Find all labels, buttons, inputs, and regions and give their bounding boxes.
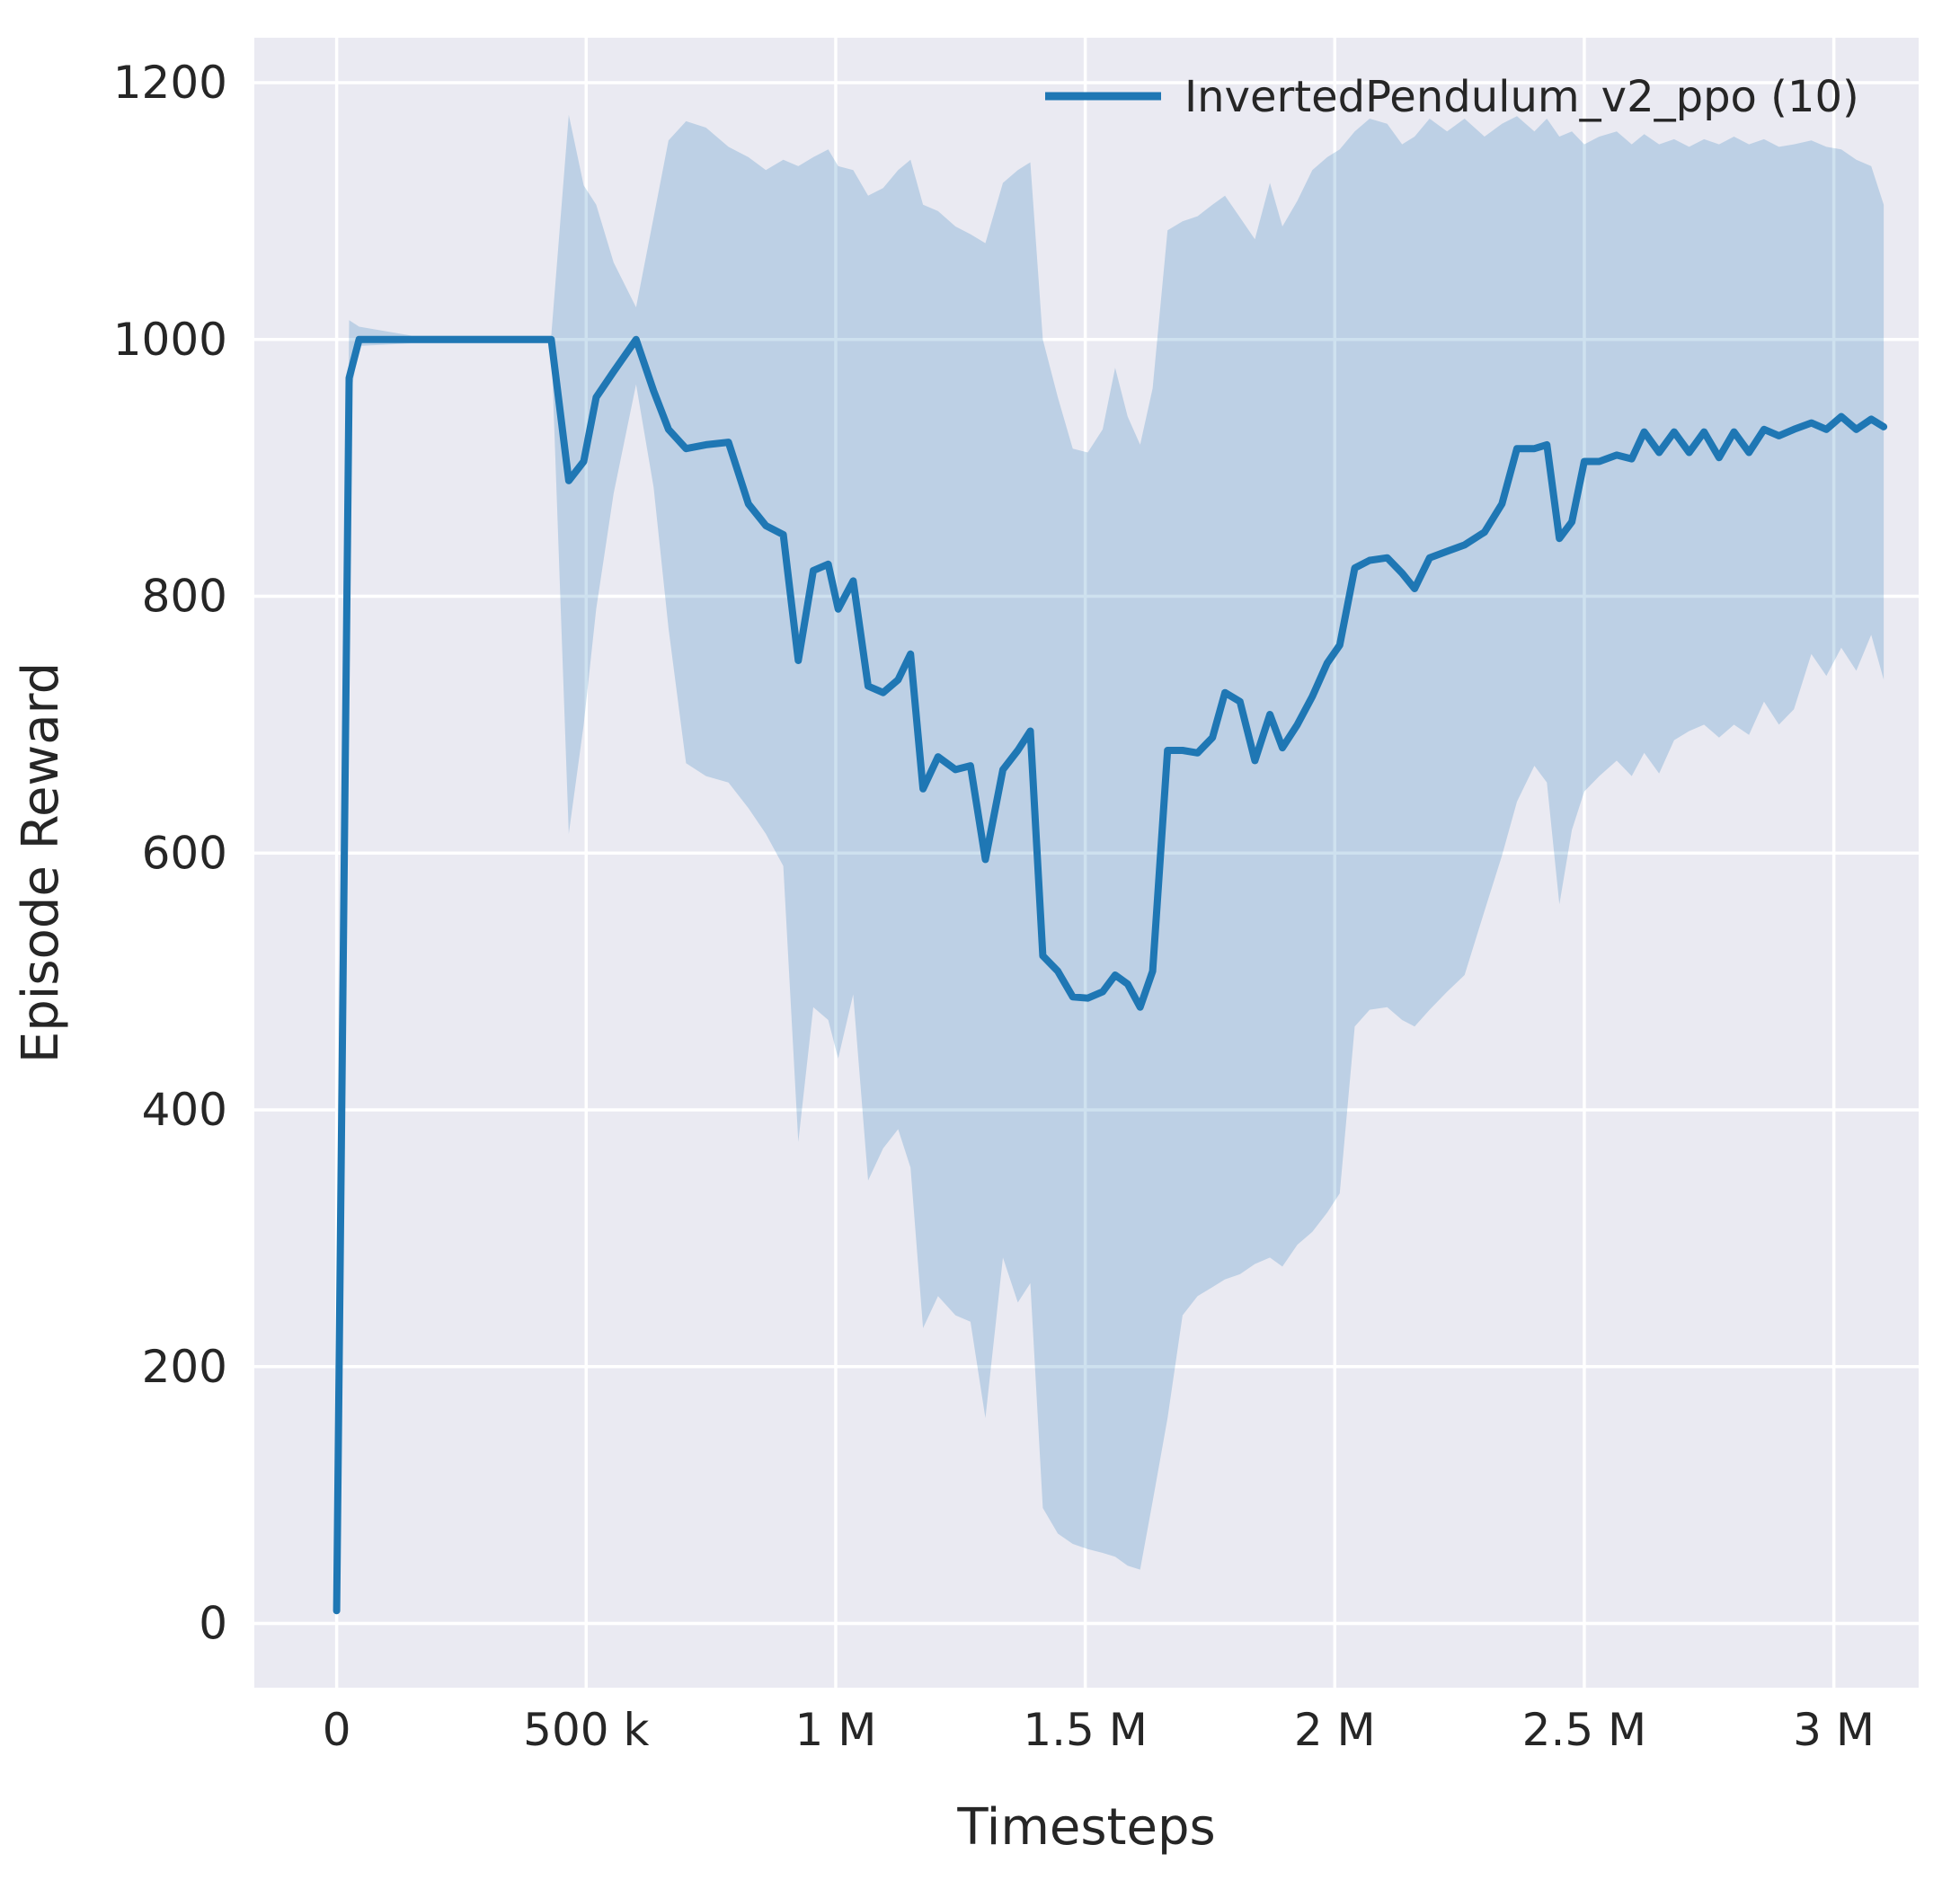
mean-reward-path	[333, 335, 1888, 1615]
y-tick-label: 0	[199, 1598, 227, 1650]
confidence-band	[336, 114, 1885, 1618]
x-tick-label: 2 M	[1294, 1704, 1376, 1756]
y-tick-label: 800	[142, 571, 227, 623]
y-axis-title: Episode Reward	[12, 662, 70, 1063]
x-tick-label: 500 k	[523, 1704, 649, 1756]
y-tick-label: 400	[142, 1084, 227, 1136]
y-tick-label: 1000	[113, 314, 227, 366]
legend-label: InvertedPendulum_v2_ppo (10)	[1184, 72, 1859, 122]
confidence-band-area	[336, 114, 1885, 1618]
y-tick-label: 200	[142, 1341, 227, 1393]
grid	[254, 38, 1919, 1688]
legend: InvertedPendulum_v2_ppo (10)	[1045, 72, 1859, 122]
x-tick-label: 2.5 M	[1522, 1704, 1647, 1756]
y-tick-label: 600	[142, 827, 227, 879]
x-axis-title: Timesteps	[956, 1798, 1215, 1857]
x-axis-tick-labels: 0 500 k 1 M 1.5 M 2 M 2.5 M 3 M	[323, 1704, 1875, 1756]
x-tick-label: 0	[323, 1704, 351, 1756]
x-tick-label: 1 M	[795, 1704, 877, 1756]
x-tick-label: 3 M	[1793, 1704, 1875, 1756]
mean-reward-line	[333, 335, 1888, 1615]
y-tick-label: 1200	[113, 57, 227, 109]
y-axis-tick-labels: 0 200 400 600 800 1000 1200	[113, 57, 227, 1650]
x-tick-label: 1.5 M	[1023, 1704, 1148, 1756]
